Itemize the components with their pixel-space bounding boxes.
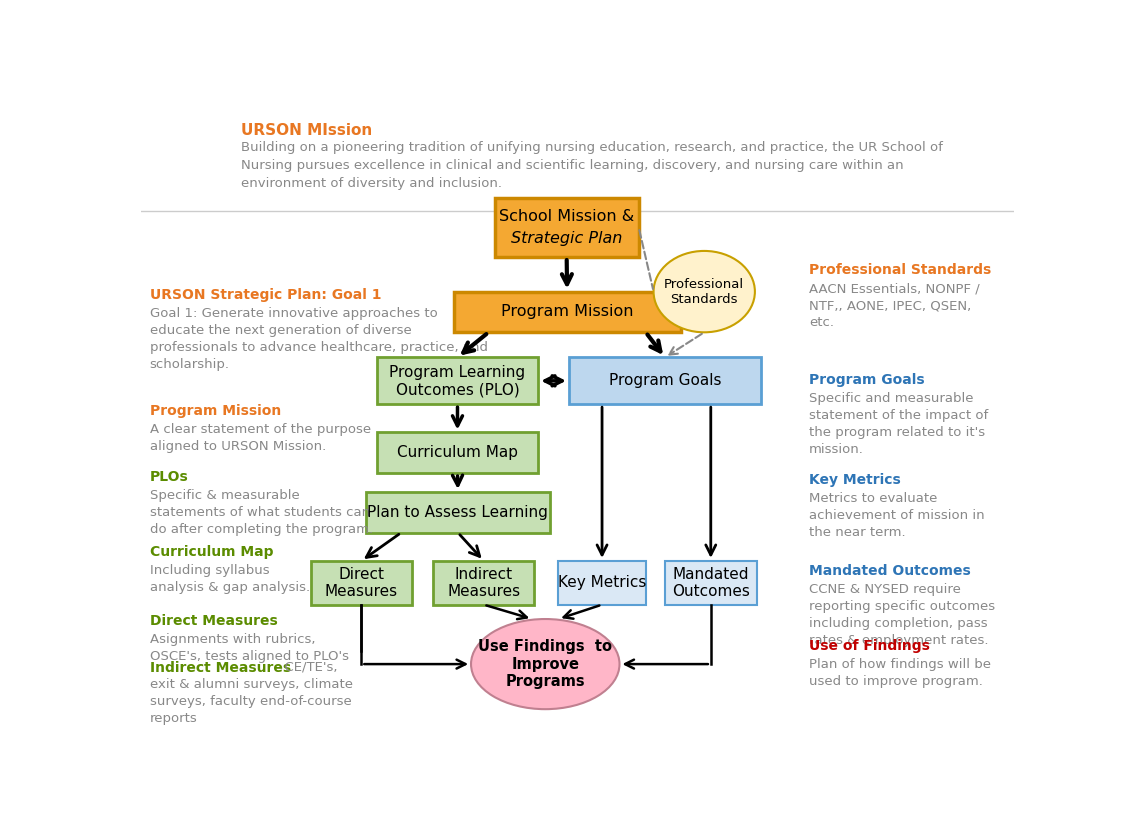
Text: URSON MIssion: URSON MIssion — [241, 123, 373, 137]
Text: Direct
Measures: Direct Measures — [325, 567, 398, 599]
Text: Mandated Outcomes: Mandated Outcomes — [809, 564, 970, 578]
Text: Asignments with rubrics,
OSCE's, tests aligned to PLO's: Asignments with rubrics, OSCE's, tests a… — [150, 633, 348, 663]
Text: Program Goals: Program Goals — [809, 373, 924, 387]
Text: Mandated
Outcomes: Mandated Outcomes — [672, 567, 749, 599]
Text: Including syllabus
analysis & gap analysis.: Including syllabus analysis & gap analys… — [150, 564, 310, 594]
Text: Indirect
Measures: Indirect Measures — [447, 567, 521, 599]
Text: Curriculum Map: Curriculum Map — [150, 546, 273, 559]
FancyBboxPatch shape — [376, 358, 539, 404]
FancyBboxPatch shape — [366, 492, 550, 533]
Text: CE/TE's,: CE/TE's, — [276, 661, 338, 674]
Text: Metrics to evaluate
achievement of mission in
the near term.: Metrics to evaluate achievement of missi… — [809, 492, 985, 539]
Text: Use Findings  to
Improve
Programs: Use Findings to Improve Programs — [478, 639, 612, 689]
FancyBboxPatch shape — [434, 561, 534, 605]
Text: URSON Strategic Plan: Goal 1: URSON Strategic Plan: Goal 1 — [150, 289, 381, 302]
Ellipse shape — [654, 251, 755, 333]
Text: exit & alumni surveys, climate
surveys, faculty end-of-course
reports: exit & alumni surveys, climate surveys, … — [150, 679, 353, 725]
FancyBboxPatch shape — [311, 561, 411, 605]
Text: Program Learning
Outcomes (PLO): Program Learning Outcomes (PLO) — [390, 364, 525, 397]
Text: Specific and measurable
statement of the impact of
the program related to it's
m: Specific and measurable statement of the… — [809, 392, 988, 456]
FancyBboxPatch shape — [495, 198, 639, 257]
Text: Specific & measurable
statements of what students can
do after completing the pr: Specific & measurable statements of what… — [150, 489, 373, 536]
Text: Plan of how findings will be
used to improve program.: Plan of how findings will be used to imp… — [809, 658, 991, 688]
Text: Direct Measures: Direct Measures — [150, 614, 277, 628]
Text: Key Metrics: Key Metrics — [558, 576, 646, 590]
FancyBboxPatch shape — [665, 561, 756, 605]
Text: A clear statement of the purpose
aligned to URSON Mission.: A clear statement of the purpose aligned… — [150, 423, 371, 453]
FancyBboxPatch shape — [569, 358, 761, 404]
Text: PLOs: PLOs — [150, 470, 188, 484]
Text: Professional
Standards: Professional Standards — [664, 277, 744, 306]
Text: Use of Findings: Use of Findings — [809, 639, 930, 653]
Text: Professional Standards: Professional Standards — [809, 263, 992, 277]
Ellipse shape — [471, 619, 620, 709]
FancyBboxPatch shape — [376, 433, 539, 473]
Text: AACN Essentials, NONPF /
NTF,, AONE, IPEC, QSEN,
etc.: AACN Essentials, NONPF / NTF,, AONE, IPE… — [809, 282, 979, 329]
FancyBboxPatch shape — [558, 561, 646, 605]
Text: Strategic Plan: Strategic Plan — [511, 231, 622, 246]
Text: Program Mission: Program Mission — [500, 304, 633, 320]
Text: Key Metrics: Key Metrics — [809, 473, 900, 487]
Text: Program Mission: Program Mission — [150, 404, 281, 419]
FancyBboxPatch shape — [453, 292, 681, 333]
Text: Program Goals: Program Goals — [609, 373, 721, 389]
Text: Indirect Measures: Indirect Measures — [150, 661, 291, 675]
Text: CCNE & NYSED require
reporting specific outcomes
including completion, pass
rate: CCNE & NYSED require reporting specific … — [809, 583, 995, 646]
Text: School Mission &: School Mission & — [499, 209, 635, 224]
Text: Goal 1: Generate innovative approaches to
educate the next generation of diverse: Goal 1: Generate innovative approaches t… — [150, 307, 488, 372]
Text: Building on a pioneering tradition of unifying nursing education, research, and : Building on a pioneering tradition of un… — [241, 141, 943, 190]
Text: Curriculum Map: Curriculum Map — [397, 446, 518, 460]
Text: Plan to Assess Learning: Plan to Assess Learning — [367, 505, 549, 520]
